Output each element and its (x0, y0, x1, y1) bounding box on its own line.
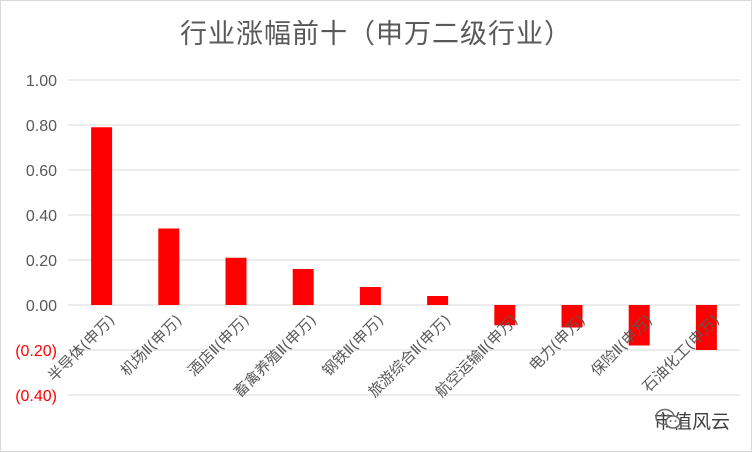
gridlines (68, 79, 740, 396)
bar (359, 287, 381, 305)
y-axis-tick-labels: 1.00 0.80 0.60 0.40 0.20 0.00 (0.20) (0.40) (15, 73, 57, 405)
x-tick-label: 机场Ⅱ(申万) (117, 311, 186, 380)
watermark: 市值风云 (654, 407, 730, 434)
wechat-icon (655, 408, 681, 429)
x-tick-label: 电力(申万) (525, 311, 588, 374)
bar (561, 305, 583, 328)
bar (225, 257, 247, 305)
bars (91, 127, 717, 350)
y-tick-label: 0.60 (26, 163, 57, 180)
bar (427, 296, 449, 305)
bar (695, 305, 717, 350)
x-tick-label: 钢铁Ⅱ(申万) (319, 311, 388, 380)
y-tick-label: (0.20) (15, 343, 57, 360)
bar (158, 228, 180, 305)
bar (292, 269, 314, 305)
y-tick-label: 0.20 (26, 253, 57, 270)
y-tick-label: 1.00 (26, 73, 57, 90)
x-axis-tick-labels: 半导体(申万)机场Ⅱ(申万)酒店Ⅱ(申万)畜禽养殖Ⅱ(申万)钢铁Ⅱ(申万)旅游综… (44, 311, 723, 401)
x-tick-label: 酒店Ⅱ(申万) (184, 311, 253, 380)
chart-title: 行业涨幅前十（申万二级行业） (180, 19, 572, 50)
bar (91, 127, 113, 305)
y-tick-label: 0.00 (26, 298, 57, 315)
bar (628, 305, 650, 346)
y-tick-label: 0.40 (26, 208, 57, 225)
y-tick-label: (0.40) (15, 388, 57, 405)
bar (494, 305, 516, 326)
y-tick-label: 0.80 (26, 118, 57, 135)
